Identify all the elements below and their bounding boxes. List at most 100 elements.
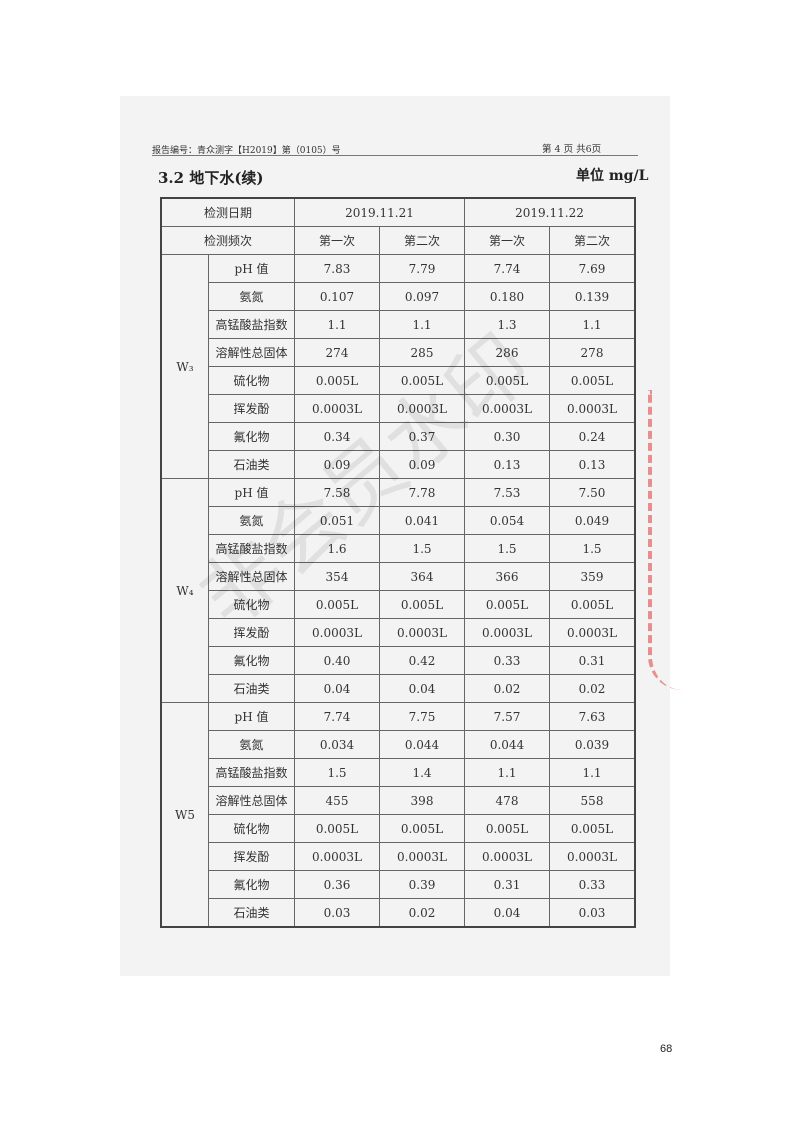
value-cell: 0.005L [294,366,380,395]
value-cell: 0.005L [294,814,380,843]
value-cell: 7.74 [464,254,550,283]
value-cell: 0.13 [549,450,636,479]
value-cell: 0.051 [294,506,380,535]
value-cell: 7.57 [464,702,550,731]
table-row: 高锰酸盐指数 1.5 1.4 1.1 1.1 [161,758,636,787]
value-cell: 0.0003L [294,842,380,871]
table-row: 石油类 0.03 0.02 0.04 0.03 [161,898,636,928]
parameter-cell: 硫化物 [208,366,295,395]
value-cell: 0.005L [464,814,550,843]
value-cell: 0.13 [464,450,550,479]
value-cell: 0.039 [549,730,636,759]
value-cell: 0.0003L [379,618,465,647]
value-cell: 0.02 [549,674,636,703]
parameter-cell: 氟化物 [208,870,295,899]
value-cell: 0.107 [294,282,380,311]
value-cell: 0.044 [379,730,465,759]
value-cell: 0.005L [379,814,465,843]
page-number: 68 [660,1043,673,1055]
table-row: 挥发酚 0.0003L 0.0003L 0.0003L 0.0003L [161,618,636,647]
value-cell: 0.30 [464,422,550,451]
value-cell: 0.09 [294,450,380,479]
parameter-cell: 氨氮 [208,730,295,759]
frequency-cell: 第二次 [549,226,636,255]
value-cell: 7.83 [294,254,380,283]
value-cell: 0.180 [464,282,550,311]
value-cell: 0.24 [549,422,636,451]
parameter-cell: 挥发酚 [208,394,295,423]
value-cell: 1.1 [549,310,636,339]
value-cell: 398 [379,786,465,815]
value-cell: 0.005L [549,590,636,619]
value-cell: 0.0003L [464,618,550,647]
value-cell: 0.041 [379,506,465,535]
parameter-cell: 石油类 [208,898,295,928]
value-cell: 364 [379,562,465,591]
value-cell: 478 [464,786,550,815]
value-cell: 366 [464,562,550,591]
frequency-cell: 第一次 [464,226,550,255]
parameter-cell: 硫化物 [208,814,295,843]
parameter-cell: 氟化物 [208,646,295,675]
value-cell: 0.34 [294,422,380,451]
value-cell: 0.0003L [549,618,636,647]
table-row: 石油类 0.04 0.04 0.02 0.02 [161,674,636,703]
value-cell: 7.63 [549,702,636,731]
value-cell: 0.31 [464,870,550,899]
table-row: 挥发酚 0.0003L 0.0003L 0.0003L 0.0003L [161,394,636,423]
value-cell: 0.005L [549,814,636,843]
value-cell: 0.0003L [294,618,380,647]
value-cell: 274 [294,338,380,367]
value-cell: 0.03 [294,898,380,928]
value-cell: 0.33 [549,870,636,899]
value-cell: 7.79 [379,254,465,283]
parameter-cell: 石油类 [208,674,295,703]
table-row: 氟化物 0.34 0.37 0.30 0.24 [161,422,636,451]
value-cell: 1.5 [379,534,465,563]
parameter-cell: pH 值 [208,254,295,283]
table-row: W5 pH 值 7.74 7.75 7.57 7.63 [160,702,636,928]
table-row: 硫化物 0.005L 0.005L 0.005L 0.005L [161,814,636,843]
section-title: 3.2 地下水(续) [158,169,264,187]
table-row: 氨氮 0.107 0.097 0.180 0.139 [161,282,636,311]
value-cell: 1.6 [294,534,380,563]
red-seal-stamp [648,390,682,690]
value-cell: 7.75 [379,702,465,731]
date-row: 检测日期 2019.11.21 2019.11.22 [160,197,636,227]
unit-label: 单位 mg/L [576,168,649,184]
value-cell: 0.0003L [379,394,465,423]
value-cell: 7.50 [549,478,636,507]
value-cell: 455 [294,786,380,815]
value-cell: 0.33 [464,646,550,675]
date-cell: 2019.11.22 [464,197,636,227]
parameter-cell: 高锰酸盐指数 [208,310,295,339]
site-cell: W₄ [160,478,209,703]
date-label: 检测日期 [160,197,295,227]
parameter-cell: 石油类 [208,450,295,479]
table-row: 硫化物 0.005L 0.005L 0.005L 0.005L [161,590,636,619]
value-cell: 1.4 [379,758,465,787]
value-cell: 7.74 [294,702,380,731]
value-cell: 0.005L [464,590,550,619]
value-cell: 0.42 [379,646,465,675]
value-cell: 0.31 [549,646,636,675]
value-cell: 1.5 [549,534,636,563]
value-cell: 0.005L [379,590,465,619]
table-row: 氨氮 0.034 0.044 0.044 0.039 [161,730,636,759]
value-cell: 1.5 [464,534,550,563]
value-cell: 0.36 [294,870,380,899]
parameter-cell: 挥发酚 [208,842,295,871]
value-cell: 0.39 [379,870,465,899]
table-row: 溶解性总固体 455 398 478 558 [161,786,636,815]
value-cell: 1.1 [464,758,550,787]
parameter-cell: pH 值 [208,702,295,731]
value-cell: 0.03 [549,898,636,928]
value-cell: 0.04 [379,674,465,703]
table-row: W₃ pH 值 7.83 7.79 7.74 7.69 [160,254,636,479]
value-cell: 1.1 [549,758,636,787]
table-row: W₄ pH 值 7.58 7.78 7.53 7.50 [160,478,636,703]
value-cell: 0.04 [464,898,550,928]
value-cell: 0.097 [379,282,465,311]
value-cell: 0.0003L [464,842,550,871]
frequency-cell: 第二次 [379,226,465,255]
